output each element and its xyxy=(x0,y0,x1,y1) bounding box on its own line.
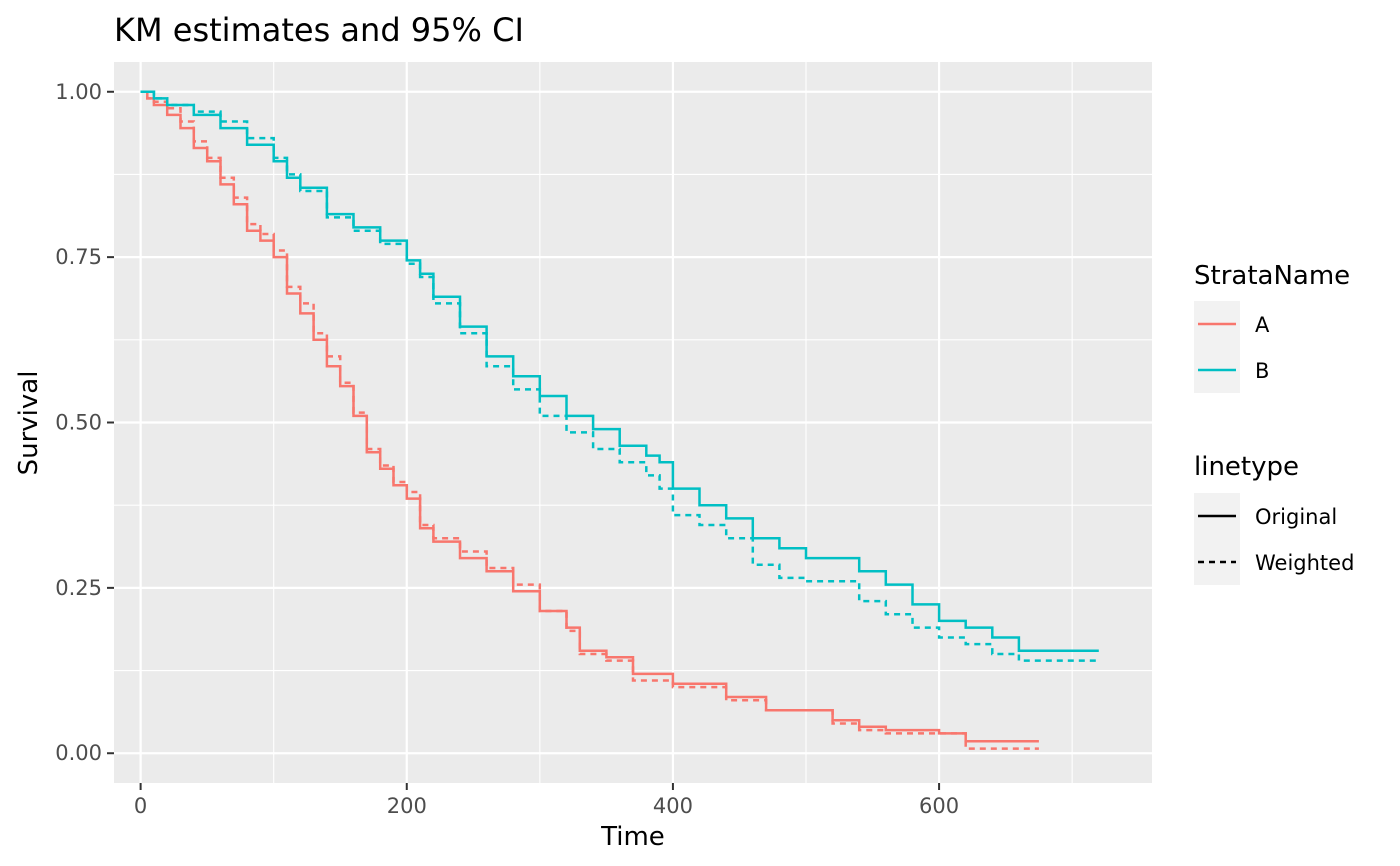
legend-strataname: StrataName A B xyxy=(1194,261,1350,393)
legend-linetype-title: linetype xyxy=(1194,452,1299,482)
y-axis-title: Survival xyxy=(14,371,44,476)
series-b-original-line xyxy=(140,90,1099,652)
y-tick-label: 0.00 xyxy=(55,741,102,765)
y-tick-label: 0.75 xyxy=(55,245,102,269)
series-a-weighted-line xyxy=(140,90,1039,750)
y-axis: 0.00 0.25 0.50 0.75 1.00 xyxy=(55,80,114,765)
y-tick-label: 0.25 xyxy=(55,576,102,600)
legend-label-original: Original xyxy=(1255,505,1337,529)
legend-label-b: B xyxy=(1255,359,1269,383)
x-tick-label: 600 xyxy=(919,794,959,818)
x-axis: 0 200 400 600 xyxy=(134,783,959,818)
x-tick-label: 400 xyxy=(653,794,693,818)
legend-strataname-title: StrataName xyxy=(1194,261,1350,291)
y-tick-label: 0.50 xyxy=(55,411,102,435)
legend-label-weighted: Weighted xyxy=(1255,551,1354,575)
survival-curves xyxy=(140,90,1099,750)
legend-linetype: linetype Original Weighted xyxy=(1194,452,1354,585)
series-b-weighted-line xyxy=(140,90,1099,662)
x-tick-label: 0 xyxy=(134,794,147,818)
x-axis-title: Time xyxy=(600,822,665,852)
chart-title: KM estimates and 95% CI xyxy=(114,11,524,49)
legend-label-a: A xyxy=(1255,313,1270,337)
y-tick-label: 1.00 xyxy=(55,80,102,104)
x-tick-label: 200 xyxy=(387,794,427,818)
